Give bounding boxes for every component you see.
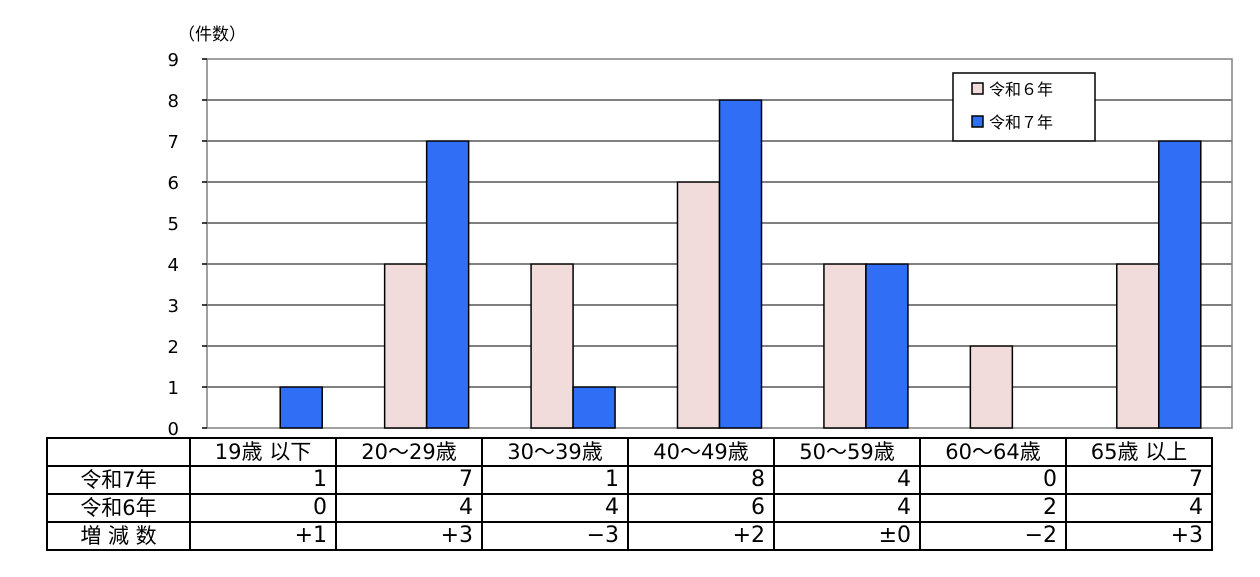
bar-reiwa7 [1158, 140, 1202, 429]
table-row: 令和7年 1 7 1 8 4 0 7 [46, 465, 1213, 495]
table-cell: −2 [919, 521, 1067, 551]
table-header-row: 19歳 以下 20～29歳 30～39歳 40～49歳 50～59歳 60～64… [46, 437, 1213, 467]
table-header-cell: 19歳 以下 [189, 437, 337, 467]
table-cell: 4 [773, 465, 921, 495]
bar-reiwa6 [530, 263, 574, 429]
y-axis-unit-label: （件数） [178, 25, 246, 45]
bar-reiwa6 [969, 345, 1014, 429]
table-cell: 4 [335, 493, 483, 523]
table-cell: 0 [919, 465, 1067, 495]
y-axis-ticks: 0 1 2 3 4 5 6 7 8 9 [168, 50, 207, 440]
bars [279, 99, 1202, 429]
row-label: 増 減 数 [46, 521, 191, 551]
legend: 令和６年 令和７年 [952, 72, 1096, 142]
bar-reiwa6 [383, 263, 428, 429]
y-tick-label: 6 [168, 173, 179, 194]
y-tick-label: 0 [168, 419, 179, 440]
legend-label-2025: 令和７年 [989, 113, 1053, 132]
table-cell: +3 [335, 521, 483, 551]
legend-swatch-2024 [971, 82, 984, 95]
table-cell: +2 [627, 521, 775, 551]
table-cell: +1 [189, 521, 337, 551]
y-tick-label: 7 [168, 132, 179, 153]
y-tick-label: 5 [168, 214, 179, 235]
table-cell: 2 [919, 493, 1067, 523]
table-header-cell: 20～29歳 [335, 437, 483, 467]
table-cell: 0 [189, 493, 337, 523]
bar-reiwa6 [823, 263, 867, 429]
bar-reiwa7 [572, 386, 616, 429]
table-header-cell: 65歳 以上 [1065, 437, 1213, 467]
row-label: 令和6年 [46, 493, 191, 523]
legend-label-2024: 令和６年 [989, 80, 1053, 99]
bar-reiwa7 [865, 263, 909, 429]
table-header-cell: 40～49歳 [627, 437, 775, 467]
table-cell: ±0 [773, 521, 921, 551]
table-cell: 4 [1065, 493, 1213, 523]
bar-reiwa7 [425, 140, 470, 429]
y-tick-label: 8 [168, 91, 179, 112]
bar-chart: （件数） 0 1 2 3 4 5 6 7 8 9 令和６年 令和７年 [168, 25, 1233, 440]
table-cell: 8 [627, 465, 775, 495]
table-row: 令和6年 0 4 4 6 4 2 4 [46, 493, 1213, 523]
bar-reiwa6 [1116, 263, 1160, 429]
bar-reiwa7 [279, 386, 323, 429]
table-cell: 1 [189, 465, 337, 495]
data-table: 19歳 以下 20～29歳 30～39歳 40～49歳 50～59歳 60～64… [46, 437, 1213, 551]
table-cell: 6 [627, 493, 775, 523]
y-tick-label: 2 [168, 337, 179, 358]
row-label: 令和7年 [46, 465, 191, 495]
table-cell: 4 [773, 493, 921, 523]
y-tick-label: 9 [168, 50, 179, 71]
table-header-cell: 60～64歳 [919, 437, 1067, 467]
table-cell: 7 [335, 465, 483, 495]
bar-reiwa6 [676, 181, 721, 429]
table-cell: −3 [481, 521, 629, 551]
y-tick-label: 4 [168, 255, 179, 276]
table-cell: 4 [481, 493, 629, 523]
bar-reiwa7 [718, 99, 763, 429]
table-cell: 7 [1065, 465, 1213, 495]
table-cell: +3 [1065, 521, 1213, 551]
table-header-cell: 30～39歳 [481, 437, 629, 467]
y-tick-label: 3 [168, 296, 179, 317]
legend-swatch-2025 [971, 115, 984, 128]
table-header-cell: 50～59歳 [773, 437, 921, 467]
y-tick-label: 1 [168, 378, 179, 399]
table-cell: 1 [481, 465, 629, 495]
table-row: 増 減 数 +1 +3 −3 +2 ±0 −2 +3 [46, 521, 1213, 551]
table-corner-cell [46, 437, 191, 467]
